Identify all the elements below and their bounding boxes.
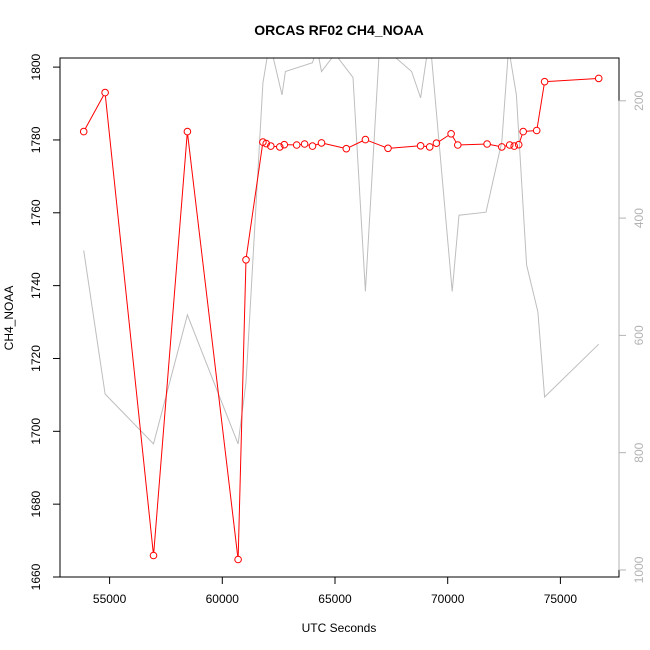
x-tick-label: 75000 (544, 592, 578, 606)
main-series-layer (79, 74, 603, 564)
x-tick-label: 70000 (431, 592, 465, 606)
data-point (242, 256, 250, 264)
series-segment (153, 134, 188, 553)
y-right-tick-label: 400 (632, 208, 646, 228)
series-segment (526, 130, 534, 132)
data-point (317, 139, 326, 147)
y-axis-right: 200 400 600 800 1000 (618, 90, 646, 583)
series-segment (438, 135, 449, 142)
data-point (454, 141, 462, 149)
data-point (514, 140, 523, 149)
series-segment (391, 145, 418, 149)
y-right-tick-label: 1000 (632, 556, 646, 583)
data-point (267, 142, 275, 150)
data-point (300, 140, 309, 148)
data-point (292, 141, 301, 149)
data-point (384, 144, 392, 153)
data-point (532, 126, 541, 135)
y-tick-label: 1740 (29, 272, 43, 299)
y-axis: 1660 1680 1700 1720 1740 1760 1780 1800 (29, 53, 61, 590)
data-point (342, 144, 351, 153)
data-point (276, 143, 284, 151)
series-segment (452, 136, 457, 143)
data-point (594, 74, 603, 83)
series-segment (519, 134, 523, 142)
data-point (416, 142, 425, 150)
series-segment (84, 95, 104, 129)
series-segment (324, 143, 344, 149)
series-segment (104, 95, 154, 553)
data-point (540, 77, 549, 86)
x-axis: 55000 60000 65000 70000 75000 (93, 576, 578, 606)
data-point (262, 139, 271, 148)
y-right-tick-label: 200 (632, 90, 646, 110)
series-segment (490, 144, 499, 147)
y-tick-label: 1660 (29, 563, 43, 590)
data-point (510, 142, 519, 150)
data-point (234, 555, 242, 564)
data-point (432, 139, 441, 147)
x-tick-label: 55000 (93, 592, 127, 606)
series-segment (237, 263, 247, 557)
data-point (361, 135, 370, 144)
y-tick-label: 1800 (29, 53, 43, 80)
data-point (425, 143, 434, 151)
y-tick-label: 1700 (29, 418, 43, 445)
series-segment (348, 140, 363, 148)
x-tick-label: 65000 (318, 592, 352, 606)
series-segment (187, 134, 239, 557)
y-axis-label: CH4_NOAA (2, 286, 16, 351)
data-point (101, 88, 109, 97)
data-point (483, 140, 491, 148)
y-tick-label: 1780 (29, 126, 43, 153)
x-axis-label: UTC Seconds (302, 621, 377, 635)
series-segment (461, 143, 484, 146)
chart-title: ORCAS RF02 CH4_NOAA (254, 22, 424, 38)
data-point (308, 142, 317, 150)
data-point (498, 143, 506, 151)
data-point (505, 141, 514, 149)
series-segment (547, 78, 596, 82)
data-point (280, 140, 289, 149)
y-tick-label: 1680 (29, 490, 43, 517)
series-segment (245, 145, 263, 257)
y-right-tick-label: 800 (632, 442, 646, 462)
data-point (519, 127, 528, 136)
data-point (79, 127, 88, 136)
data-point (183, 127, 192, 136)
data-point (149, 551, 158, 560)
data-point (447, 130, 455, 138)
plot-frame (59, 57, 620, 578)
series-segment (368, 140, 386, 148)
y-tick-label: 1720 (29, 345, 43, 372)
series-line-right (83, 58, 600, 445)
series-segment (536, 84, 545, 128)
y-tick-label: 1760 (29, 199, 43, 226)
right-series-layer (83, 58, 600, 445)
x-tick-label: 60000 (206, 592, 240, 606)
y-right-tick-label: 600 (632, 325, 646, 345)
